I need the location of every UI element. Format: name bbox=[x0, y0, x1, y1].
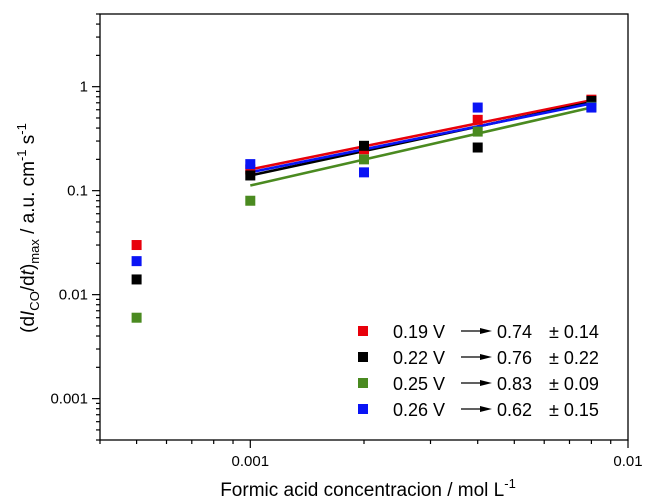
y-axis-title: (dICO/dt)max / a.u. cm-1 s-1 bbox=[14, 123, 42, 333]
data-point bbox=[359, 167, 369, 178]
fit-line bbox=[250, 106, 592, 187]
legend-error: ± 0.22 bbox=[549, 348, 599, 368]
fit-line bbox=[250, 99, 592, 171]
legend-marker bbox=[358, 326, 368, 336]
data-point bbox=[245, 164, 256, 175]
data-point bbox=[586, 95, 597, 106]
x-axis-title: Formic acid concentracion / mol L-1 bbox=[220, 476, 516, 501]
data-point bbox=[472, 102, 483, 113]
legend-error: ± 0.09 bbox=[549, 374, 599, 394]
legend-slope: 0.83 bbox=[497, 374, 532, 394]
data-point bbox=[472, 114, 483, 125]
tick-marks bbox=[92, 13, 629, 448]
tick-labels: 0.001 0.01 0.001 0.01 0.1 1 bbox=[50, 79, 642, 470]
x-tick-label: 0.01 bbox=[613, 453, 642, 470]
legend-arrow-icon bbox=[480, 380, 492, 386]
y-tick-label: 1 bbox=[80, 79, 88, 96]
data-point bbox=[245, 170, 256, 181]
legend-potential: 0.22 V bbox=[393, 348, 445, 368]
legend: 0.19 V 0.74 ± 0.14 0.22 V 0.76 ± 0.22 0.25 V 0.… bbox=[358, 322, 599, 420]
legend-arrow-icon bbox=[480, 328, 492, 334]
data-point bbox=[472, 142, 483, 153]
data-point bbox=[586, 102, 597, 113]
legend-arrow-icon bbox=[480, 406, 492, 412]
data-point bbox=[245, 159, 256, 170]
legend-arrow-icon bbox=[480, 354, 492, 360]
data-point bbox=[131, 312, 142, 323]
data-point bbox=[131, 240, 142, 251]
legend-potential: 0.19 V bbox=[393, 322, 445, 342]
data-points bbox=[131, 94, 597, 323]
legend-slope: 0.62 bbox=[497, 400, 532, 420]
data-point bbox=[245, 195, 256, 206]
legend-potential: 0.25 V bbox=[393, 374, 445, 394]
data-point bbox=[359, 140, 369, 151]
legend-marker bbox=[358, 404, 368, 414]
legend-slope: 0.74 bbox=[497, 322, 532, 342]
legend-error: ± 0.15 bbox=[549, 400, 599, 420]
legend-slope: 0.76 bbox=[497, 348, 532, 368]
fit-line bbox=[250, 102, 592, 174]
fit-lines bbox=[250, 99, 592, 187]
legend-potential: 0.26 V bbox=[393, 400, 445, 420]
y-tick-label: 0.001 bbox=[50, 391, 88, 408]
data-point bbox=[472, 126, 483, 137]
legend-marker bbox=[358, 378, 368, 388]
data-point bbox=[131, 274, 142, 285]
legend-error: ± 0.14 bbox=[549, 322, 599, 342]
x-tick-label: 0.001 bbox=[232, 453, 270, 470]
y-tick-label: 0.1 bbox=[67, 183, 88, 200]
legend-marker bbox=[358, 352, 368, 362]
y-tick-label: 0.01 bbox=[59, 287, 88, 304]
data-point bbox=[131, 256, 142, 267]
data-point bbox=[359, 154, 369, 165]
